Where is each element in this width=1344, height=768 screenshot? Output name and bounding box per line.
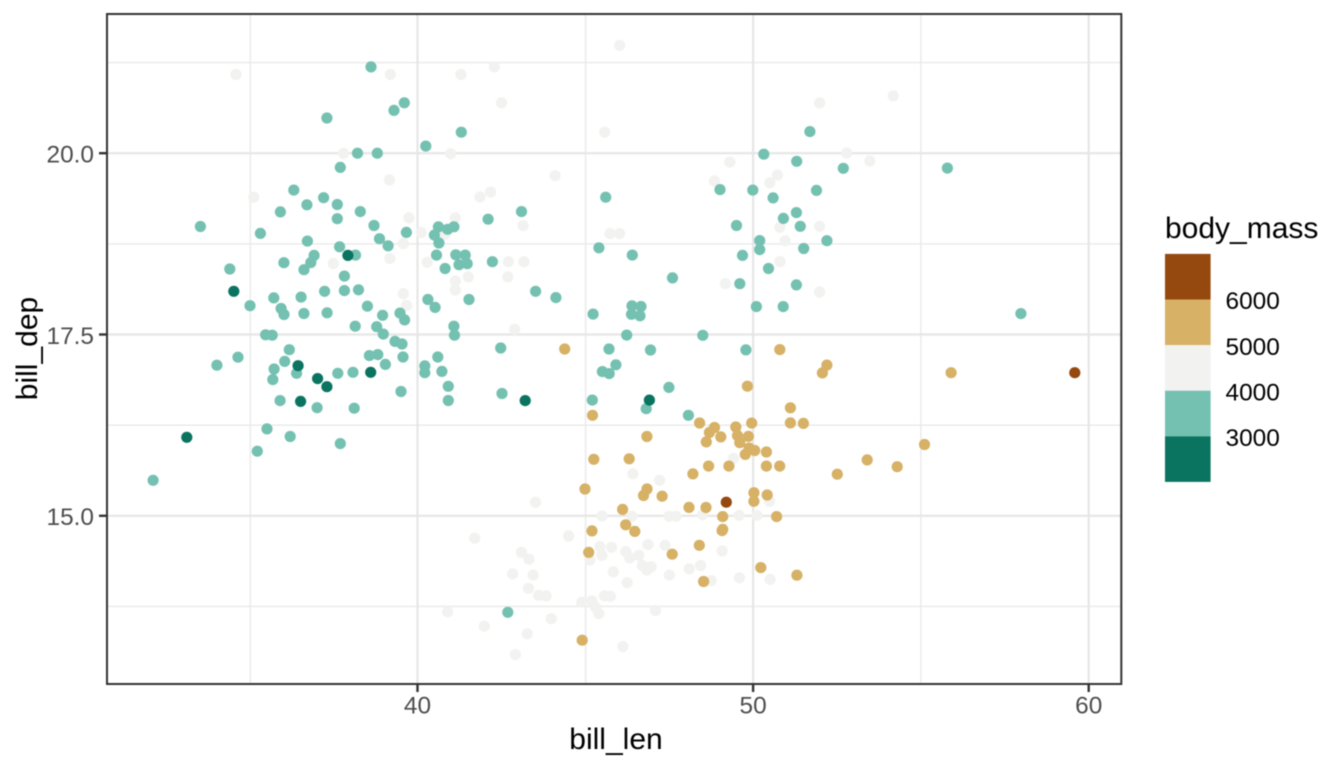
svg-text:bill_len: bill_len xyxy=(569,723,662,756)
svg-text:6000: 6000 xyxy=(1226,288,1280,315)
svg-text:15.0: 15.0 xyxy=(47,504,94,531)
svg-text:50: 50 xyxy=(740,693,767,720)
svg-text:5000: 5000 xyxy=(1226,334,1280,361)
svg-text:60: 60 xyxy=(1075,693,1102,720)
svg-text:3000: 3000 xyxy=(1226,425,1280,452)
svg-text:40: 40 xyxy=(404,693,431,720)
svg-text:bill_dep: bill_dep xyxy=(11,297,44,400)
svg-text:20.0: 20.0 xyxy=(47,142,94,169)
svg-text:4000: 4000 xyxy=(1226,379,1280,406)
svg-text:17.5: 17.5 xyxy=(47,323,94,350)
svg-text:body_mass: body_mass xyxy=(1165,212,1318,245)
